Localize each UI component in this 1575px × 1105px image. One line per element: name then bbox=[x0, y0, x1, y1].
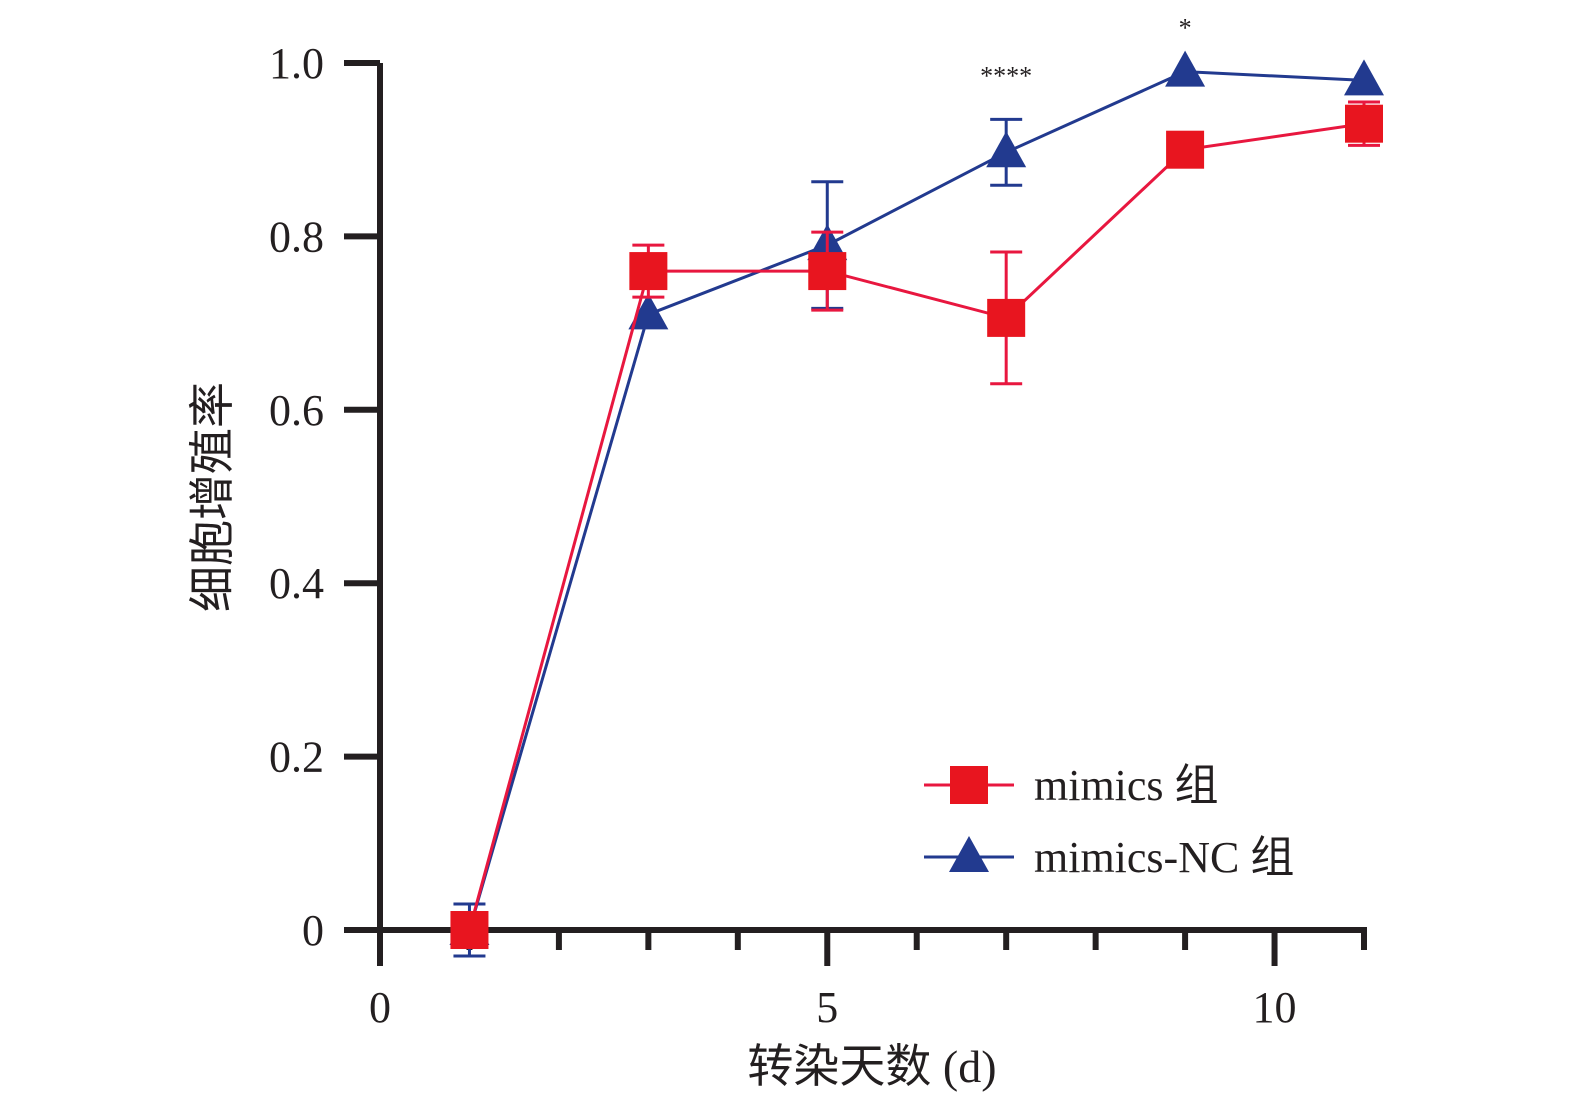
y-axis-title: 细胞增殖率 bbox=[187, 382, 238, 612]
data-point-mimics-nc bbox=[986, 131, 1027, 168]
y-tick-label: 0.8 bbox=[269, 212, 324, 261]
series-line-mimics bbox=[468, 122, 1365, 931]
data-point-mimics bbox=[808, 252, 847, 291]
legend-label-mimics: mimics 组 bbox=[1034, 761, 1219, 810]
legend-marker-mimics-nc bbox=[949, 836, 989, 872]
data-point-mimics bbox=[1166, 130, 1205, 169]
data-point-mimics bbox=[1345, 104, 1383, 143]
data-point-mimics-nc bbox=[1344, 59, 1384, 96]
x-axis-title: 转染天数 (d) bbox=[747, 1041, 996, 1092]
annotation-layer: ***** bbox=[980, 14, 1191, 91]
data-point-mimics bbox=[987, 298, 1026, 337]
y-tick-label: 1.0 bbox=[269, 39, 324, 88]
axes: 0 0.2 0.4 0.6 0.8 1.0 0 5 10 转染天数 (d) 细胞增殖率 bbox=[187, 39, 1367, 1092]
y-tick-label: 0.6 bbox=[269, 386, 324, 435]
legend: mimics 组 mimics-NC 组 bbox=[924, 761, 1294, 882]
legend-item-mimics-nc: mimics-NC 组 bbox=[924, 833, 1294, 882]
series-mimics bbox=[450, 100, 1383, 949]
series-mimics-nc bbox=[449, 50, 1384, 958]
data-point-mimics bbox=[629, 252, 668, 291]
y-tick-label: 0.4 bbox=[269, 559, 324, 608]
legend-label-mimics-nc: mimics-NC 组 bbox=[1034, 833, 1294, 882]
y-tick-label: 0.2 bbox=[269, 733, 324, 782]
legend-item-mimics: mimics 组 bbox=[924, 761, 1219, 810]
x-tick-label: 10 bbox=[1253, 983, 1297, 1032]
x-tick-label: 5 bbox=[816, 983, 838, 1032]
legend-marker-mimics bbox=[950, 766, 988, 804]
series-layer bbox=[449, 50, 1384, 958]
significance-marker: * bbox=[1179, 14, 1192, 43]
series-line-mimics-nc bbox=[468, 70, 1365, 931]
data-point-mimics-nc bbox=[628, 293, 669, 330]
significance-marker: **** bbox=[980, 61, 1032, 90]
data-point-mimics bbox=[450, 911, 489, 949]
data-point-mimics-nc bbox=[1165, 50, 1206, 87]
x-tick-label: 0 bbox=[369, 983, 391, 1032]
y-tick-label: 0 bbox=[302, 906, 324, 955]
